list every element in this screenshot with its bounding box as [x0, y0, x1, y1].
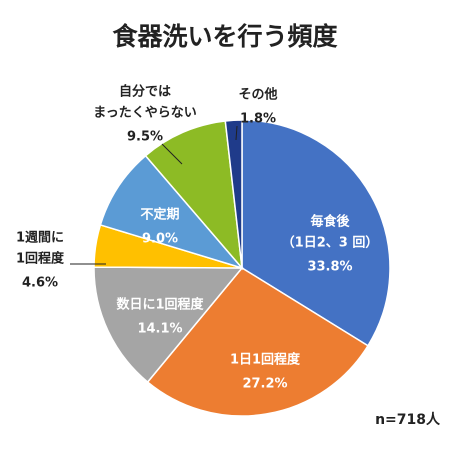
- pie-slice: [93, 266, 244, 384]
- leader-line: [235, 125, 238, 141]
- slice-label: 1週間に: [16, 231, 64, 246]
- slice-label: まったくやらない: [93, 106, 196, 121]
- value-label: 1.8%: [240, 112, 276, 127]
- pie-slice: [224, 119, 243, 269]
- pie-slice: [144, 120, 244, 271]
- value-label: 14.1%: [137, 322, 182, 337]
- value-label: 9.5%: [127, 130, 163, 145]
- sample-size: n=718人: [375, 411, 441, 428]
- leader-line: [161, 143, 183, 165]
- value-label: 27.2%: [242, 377, 287, 392]
- value-label: 9.0%: [142, 232, 178, 247]
- slice-label: 毎食後: [310, 214, 350, 230]
- value-label: 4.6%: [22, 276, 58, 291]
- pie-slice: [241, 119, 391, 347]
- slice-label: 1日1回程度: [230, 352, 301, 368]
- value-label: 33.8%: [307, 260, 352, 275]
- chart-title: 食器洗いを行う頻度: [112, 22, 337, 51]
- slice-label: 自分では: [119, 84, 171, 100]
- slice-label: 数日に1回程度: [116, 297, 204, 313]
- pie-slice: [146, 267, 369, 417]
- pie-slice: [99, 154, 245, 270]
- slice-label: その他: [238, 87, 277, 103]
- slice-label: 1回程度: [16, 251, 65, 267]
- slice-label: 不定期: [140, 207, 179, 223]
- slice-label: （1日2、3 回）: [282, 235, 379, 251]
